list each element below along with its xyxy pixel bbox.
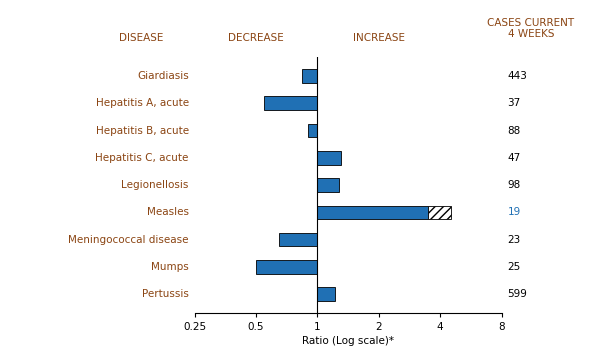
Bar bbox=[317, 178, 339, 192]
Text: Pertussis: Pertussis bbox=[142, 289, 189, 299]
Text: Legionellosis: Legionellosis bbox=[122, 180, 189, 190]
Bar bbox=[264, 96, 317, 110]
Text: 19: 19 bbox=[507, 208, 520, 218]
Text: DECREASE: DECREASE bbox=[228, 33, 284, 43]
Text: Hepatitis B, acute: Hepatitis B, acute bbox=[96, 126, 189, 136]
Bar bbox=[317, 287, 335, 301]
Bar bbox=[279, 233, 317, 246]
Text: 98: 98 bbox=[507, 180, 520, 190]
Text: 23: 23 bbox=[507, 235, 520, 245]
Text: Giardiasis: Giardiasis bbox=[137, 71, 189, 81]
Text: CASES CURRENT
4 WEEKS: CASES CURRENT 4 WEEKS bbox=[487, 17, 575, 39]
Text: Hepatitis C, acute: Hepatitis C, acute bbox=[96, 153, 189, 163]
Text: 25: 25 bbox=[507, 262, 520, 272]
Text: 37: 37 bbox=[507, 98, 520, 108]
Bar bbox=[317, 205, 428, 219]
Text: Mumps: Mumps bbox=[151, 262, 189, 272]
X-axis label: Ratio (Log scale)*: Ratio (Log scale)* bbox=[302, 336, 394, 346]
Text: Hepatitis A, acute: Hepatitis A, acute bbox=[96, 98, 189, 108]
Text: Meningococcal disease: Meningococcal disease bbox=[68, 235, 189, 245]
Text: 47: 47 bbox=[507, 153, 520, 163]
Bar bbox=[428, 205, 451, 219]
Text: 599: 599 bbox=[507, 289, 527, 299]
Text: DISEASE: DISEASE bbox=[119, 33, 164, 43]
Text: Measles: Measles bbox=[147, 208, 189, 218]
Text: 88: 88 bbox=[507, 126, 520, 136]
Bar bbox=[317, 151, 340, 165]
Text: 443: 443 bbox=[507, 71, 527, 81]
Bar bbox=[256, 260, 317, 274]
Bar bbox=[302, 69, 317, 83]
Bar bbox=[308, 124, 317, 137]
Text: INCREASE: INCREASE bbox=[353, 33, 405, 43]
